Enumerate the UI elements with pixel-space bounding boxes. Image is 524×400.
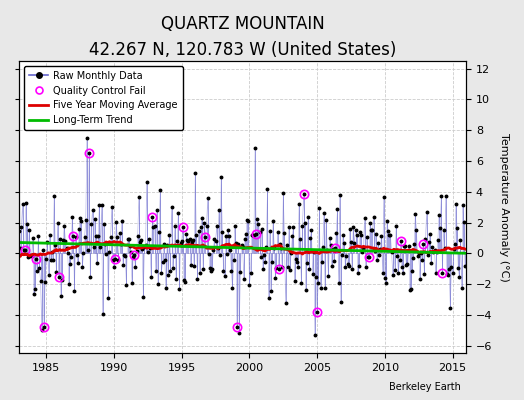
Y-axis label: Temperature Anomaly (°C): Temperature Anomaly (°C) [499,133,509,282]
Legend: Raw Monthly Data, Quality Control Fail, Five Year Moving Average, Long-Term Tren: Raw Monthly Data, Quality Control Fail, … [24,66,182,130]
Title: QUARTZ MOUNTAIN
42.267 N, 120.783 W (United States): QUARTZ MOUNTAIN 42.267 N, 120.783 W (Uni… [89,15,396,59]
Text: Berkeley Earth: Berkeley Earth [389,382,461,392]
